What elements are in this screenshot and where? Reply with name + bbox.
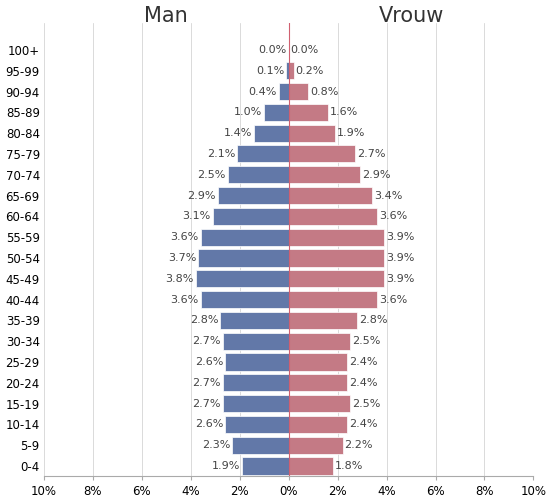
Bar <box>200 291 289 308</box>
Bar <box>198 249 289 267</box>
Text: 3.7%: 3.7% <box>168 253 196 263</box>
Bar <box>242 458 289 475</box>
Bar <box>289 62 294 79</box>
Bar <box>289 124 335 142</box>
Text: 1.9%: 1.9% <box>212 461 240 471</box>
Bar <box>289 104 328 121</box>
Bar <box>289 229 384 245</box>
Bar <box>289 249 384 267</box>
Bar <box>222 333 289 350</box>
Text: 3.9%: 3.9% <box>386 232 415 242</box>
Bar <box>227 166 289 183</box>
Bar <box>222 395 289 412</box>
Text: 2.6%: 2.6% <box>195 419 223 429</box>
Bar <box>289 333 350 350</box>
Text: 3.9%: 3.9% <box>386 253 415 263</box>
Bar <box>289 166 360 183</box>
Bar <box>254 124 289 142</box>
Bar <box>289 353 347 370</box>
Text: 2.4%: 2.4% <box>349 419 378 429</box>
Text: 2.3%: 2.3% <box>202 440 231 450</box>
Bar <box>289 83 308 100</box>
Text: 2.8%: 2.8% <box>190 316 218 326</box>
Text: 3.6%: 3.6% <box>171 232 199 242</box>
Text: 1.8%: 1.8% <box>335 461 363 471</box>
Text: 2.7%: 2.7% <box>192 378 221 388</box>
Text: 1.0%: 1.0% <box>234 107 262 117</box>
Bar <box>222 374 289 391</box>
Bar <box>217 187 289 204</box>
Text: 2.4%: 2.4% <box>349 378 378 388</box>
Text: 0.1%: 0.1% <box>256 66 284 76</box>
Bar <box>200 229 289 245</box>
Text: 3.6%: 3.6% <box>379 211 407 221</box>
Bar <box>289 416 347 433</box>
Text: 3.6%: 3.6% <box>171 294 199 304</box>
Text: Vrouw: Vrouw <box>378 6 444 26</box>
Bar <box>289 312 357 329</box>
Text: 2.9%: 2.9% <box>187 191 216 201</box>
Bar <box>279 83 289 100</box>
Text: 0.0%: 0.0% <box>291 45 319 55</box>
Bar <box>286 62 289 79</box>
Bar <box>213 208 289 225</box>
Text: 1.9%: 1.9% <box>337 128 365 138</box>
Bar <box>196 270 289 287</box>
Text: 3.9%: 3.9% <box>386 274 415 284</box>
Text: Man: Man <box>145 6 188 26</box>
Bar <box>220 312 289 329</box>
Text: 3.4%: 3.4% <box>374 191 402 201</box>
Text: 3.1%: 3.1% <box>183 211 211 221</box>
Bar <box>289 208 377 225</box>
Bar <box>264 104 289 121</box>
Text: 2.6%: 2.6% <box>195 357 223 367</box>
Text: 0.8%: 0.8% <box>310 87 338 97</box>
Bar <box>289 291 377 308</box>
Bar <box>289 187 372 204</box>
Text: 3.8%: 3.8% <box>166 274 194 284</box>
Text: 2.8%: 2.8% <box>359 316 388 326</box>
Bar <box>225 353 289 370</box>
Bar <box>289 374 347 391</box>
Text: 1.4%: 1.4% <box>224 128 252 138</box>
Bar <box>232 436 289 454</box>
Text: 0.4%: 0.4% <box>248 87 277 97</box>
Text: 2.9%: 2.9% <box>362 170 390 180</box>
Bar <box>225 416 289 433</box>
Text: 2.5%: 2.5% <box>352 399 380 409</box>
Text: 2.7%: 2.7% <box>192 336 221 346</box>
Bar <box>289 458 333 475</box>
Bar <box>289 436 343 454</box>
Text: 2.1%: 2.1% <box>207 149 235 159</box>
Bar <box>289 395 350 412</box>
Text: 2.7%: 2.7% <box>357 149 385 159</box>
Text: 0.0%: 0.0% <box>258 45 286 55</box>
Text: 2.4%: 2.4% <box>349 357 378 367</box>
Text: 2.5%: 2.5% <box>352 336 380 346</box>
Text: 2.5%: 2.5% <box>197 170 226 180</box>
Text: 2.2%: 2.2% <box>344 440 373 450</box>
Text: 3.6%: 3.6% <box>379 294 407 304</box>
Bar <box>237 146 289 162</box>
Text: 1.6%: 1.6% <box>330 107 358 117</box>
Text: 0.2%: 0.2% <box>295 66 324 76</box>
Bar <box>289 146 355 162</box>
Text: 2.7%: 2.7% <box>192 399 221 409</box>
Bar <box>289 270 384 287</box>
